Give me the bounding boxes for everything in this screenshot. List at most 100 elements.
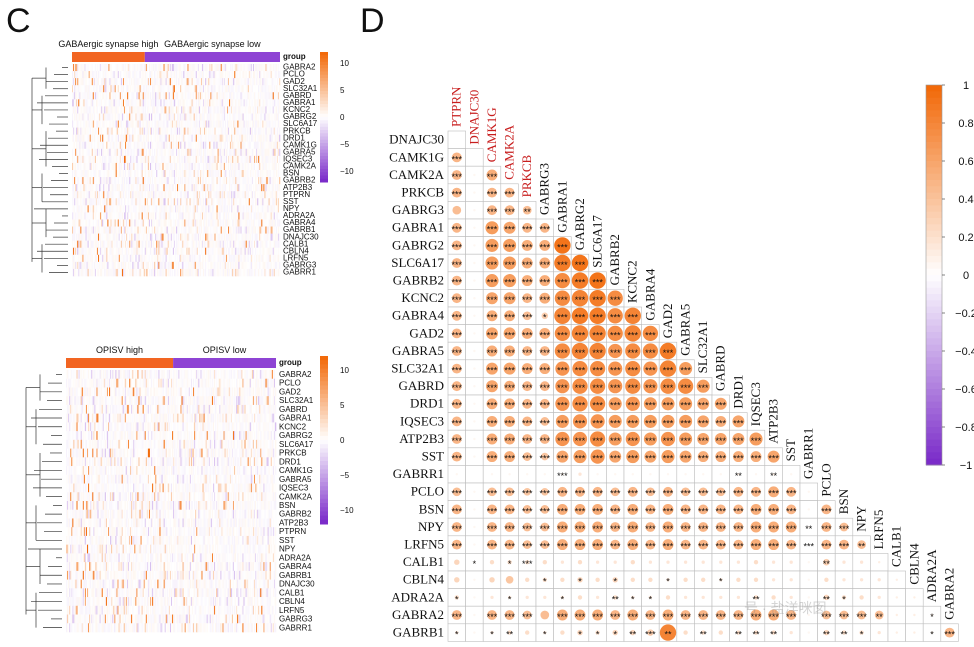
heat-cell [243,127,245,135]
heat-cell [178,219,180,227]
heat-cell [79,148,81,157]
heat-cell [275,99,278,107]
heat-cell [237,92,239,100]
heat-cell [217,141,219,150]
heat-cell [198,219,201,227]
heat-cell [180,148,182,157]
heat-cell [118,78,121,86]
heat-cell [176,78,178,86]
heat-cell [224,212,227,220]
heat-cell [221,184,224,192]
heat-cell [117,71,120,79]
heat-cell [247,184,250,192]
heat-cell [145,134,148,143]
heat-cell [234,113,236,121]
heat-cell [154,205,156,213]
heat-cell [124,226,126,234]
heat-cell [144,106,147,114]
heat-cell [245,78,248,86]
heat-cell [144,92,147,100]
heat-cell [229,134,231,143]
heat-cell [170,106,173,114]
heat-cell [203,99,205,107]
heat-cell [151,92,153,100]
heat-cell [108,155,110,164]
heat-cell [261,78,263,86]
heat-cell [132,64,134,72]
heat-cell [271,226,274,234]
heat-cell [183,113,185,121]
heat-cell [162,233,164,241]
heat-cell [169,191,172,199]
heat-cell [225,212,228,220]
heat-cell [87,162,89,171]
heat-cell [163,162,165,171]
heat-cell [152,233,154,241]
heat-cell [152,162,154,171]
heat-cell [191,155,193,164]
heat-cell [216,134,218,143]
heat-cell [165,99,167,107]
heat-cell [275,170,278,178]
heat-cell [224,205,227,213]
gene-label: GABRA1 [283,98,316,107]
heat-cell [141,198,144,206]
heat-cell [210,162,212,171]
heat-cell [195,177,198,185]
heat-cell [274,162,277,171]
heat-cell [112,141,114,150]
heat-cell [99,191,101,199]
heat-cell [133,99,135,107]
heat-cell [218,184,220,192]
heat-cell [262,205,264,213]
heat-cell [206,233,208,241]
heat-cell [129,198,131,206]
heat-cell [124,113,126,121]
heat-cell [109,120,111,128]
heat-cell [116,162,119,171]
heat-cell [170,99,173,107]
heat-cell [160,177,162,185]
heat-cell [146,226,149,234]
heat-cell [147,64,150,72]
heat-cell [79,184,81,192]
heat-cell [150,134,152,143]
heat-cell [237,198,239,206]
heat-cell [86,64,88,72]
heat-cell [125,71,127,79]
heat-cell [247,106,250,114]
heat-cell [89,155,92,164]
heat-cell [267,148,269,157]
heat-cell [250,134,253,143]
heat-cell [202,113,204,121]
heat-cell [179,64,181,72]
heat-cell [273,71,276,79]
heat-cell [226,162,229,171]
heat-cell [162,141,164,150]
heat-cell [234,177,236,185]
heat-cell [83,78,85,86]
heat-cell [221,78,224,86]
heat-cell [229,120,231,128]
heat-cell [277,106,280,114]
heat-cell [189,141,191,150]
heat-cell [99,170,101,178]
heat-cell [129,141,131,150]
heat-cell [77,134,79,143]
heat-cell [100,99,102,107]
heat-cell [136,212,138,220]
heat-cell [277,155,280,164]
heat-cell [139,120,141,128]
heat-cell [95,92,98,100]
heat-cell [115,78,118,86]
heat-cell [161,127,163,135]
heat-cell [215,99,217,107]
heat-cell [137,85,139,93]
heat-cell [132,92,134,100]
heat-cell [273,127,276,135]
heat-cell [110,113,112,121]
heat-cell [225,177,228,185]
heat-cell [249,85,252,93]
heat-cell [274,226,277,234]
heat-cell [231,184,233,192]
